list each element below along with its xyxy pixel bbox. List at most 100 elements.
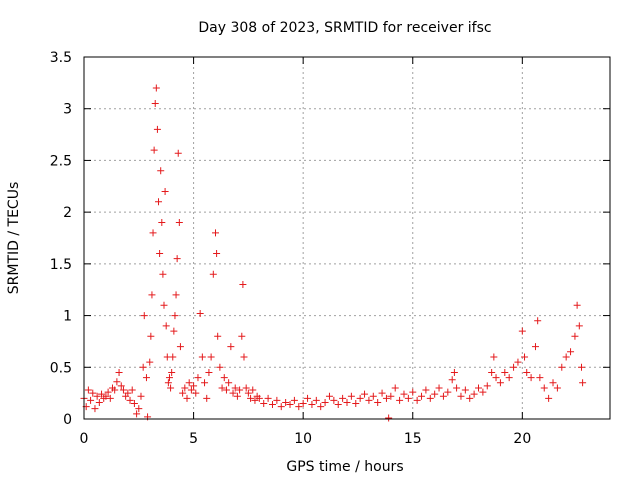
data-point [492,374,500,382]
data-point [167,384,175,392]
data-point [286,401,294,409]
data-point [567,348,575,356]
data-point [290,396,298,404]
data-point [578,363,586,371]
data-point [155,198,163,206]
data-point [102,392,110,400]
x-tick-label: 0 [80,431,89,447]
data-point [418,392,426,400]
data-point [156,250,164,258]
data-point [196,310,204,318]
data-point [201,379,209,387]
data-point [347,392,355,400]
data-point [531,343,539,351]
data-point [431,390,439,398]
data-point [448,376,456,384]
data-point [106,394,114,402]
data-point [439,392,447,400]
data-point [260,399,268,407]
data-point [247,394,255,402]
x-tick-label: 5 [189,431,198,447]
data-point [312,396,320,404]
data-point [579,379,587,387]
data-point [273,396,281,404]
data-point [255,394,263,402]
data-point [505,374,513,382]
data-point [149,229,157,237]
data-point [160,301,168,309]
data-point [549,379,557,387]
data-point [124,389,132,397]
data-point [157,167,165,175]
data-point [213,250,221,258]
data-point [126,396,134,404]
data-point [231,384,239,392]
data-point [190,382,198,390]
data-point [238,332,246,340]
data-point [391,384,399,392]
y-axis-label: SRMTID / TECUs [6,182,22,295]
data-point [496,379,504,387]
data-point [308,401,316,409]
data-point [229,389,237,397]
data-point [161,187,169,195]
data-point [239,281,247,289]
data-point [325,392,333,400]
y-tick-label: 3.5 [50,50,72,66]
data-point [171,312,179,320]
data-point [158,218,166,226]
data-point [220,374,228,382]
data-point [203,394,211,402]
data-point [117,382,125,390]
data-point [299,399,307,407]
data-point [527,374,535,382]
data-point [170,327,178,335]
x-axis-label: GPS time / hours [286,459,403,475]
data-point [95,398,103,406]
point-layer [80,84,587,422]
data-point [378,389,386,397]
data-point [457,392,465,400]
data-point [304,394,312,402]
data-point [575,322,583,330]
y-tick-label: 1.5 [50,257,72,273]
data-point [264,394,272,402]
data-point [450,368,458,376]
data-point [162,322,170,330]
data-point [233,392,241,400]
data-point [521,353,529,361]
data-point [242,384,250,392]
data-point [571,332,579,340]
data-point [148,291,156,299]
data-point [98,390,106,398]
data-point [490,353,498,361]
y-tick-label: 0.5 [50,360,72,376]
data-point [236,386,244,394]
y-tick-label: 0 [63,412,72,428]
data-point [343,398,351,406]
data-point [225,379,233,387]
data-point [562,353,570,361]
data-point [185,379,193,387]
data-point [475,384,482,392]
y-tick-label: 3 [63,102,72,118]
data-point [216,363,224,371]
data-point [179,389,187,397]
x-tick-label: 10 [294,431,312,447]
data-point [175,218,183,226]
data-point [159,270,167,278]
data-point [181,384,189,392]
data-point [523,368,531,376]
data-point [483,382,491,390]
data-point [295,403,303,411]
data-point [152,84,160,92]
data-point [198,353,206,361]
data-point [282,398,290,406]
data-point [422,386,430,394]
data-point [510,363,518,371]
data-point [128,386,136,394]
data-point [142,374,150,382]
data-point [540,384,548,392]
data-point [176,343,184,351]
